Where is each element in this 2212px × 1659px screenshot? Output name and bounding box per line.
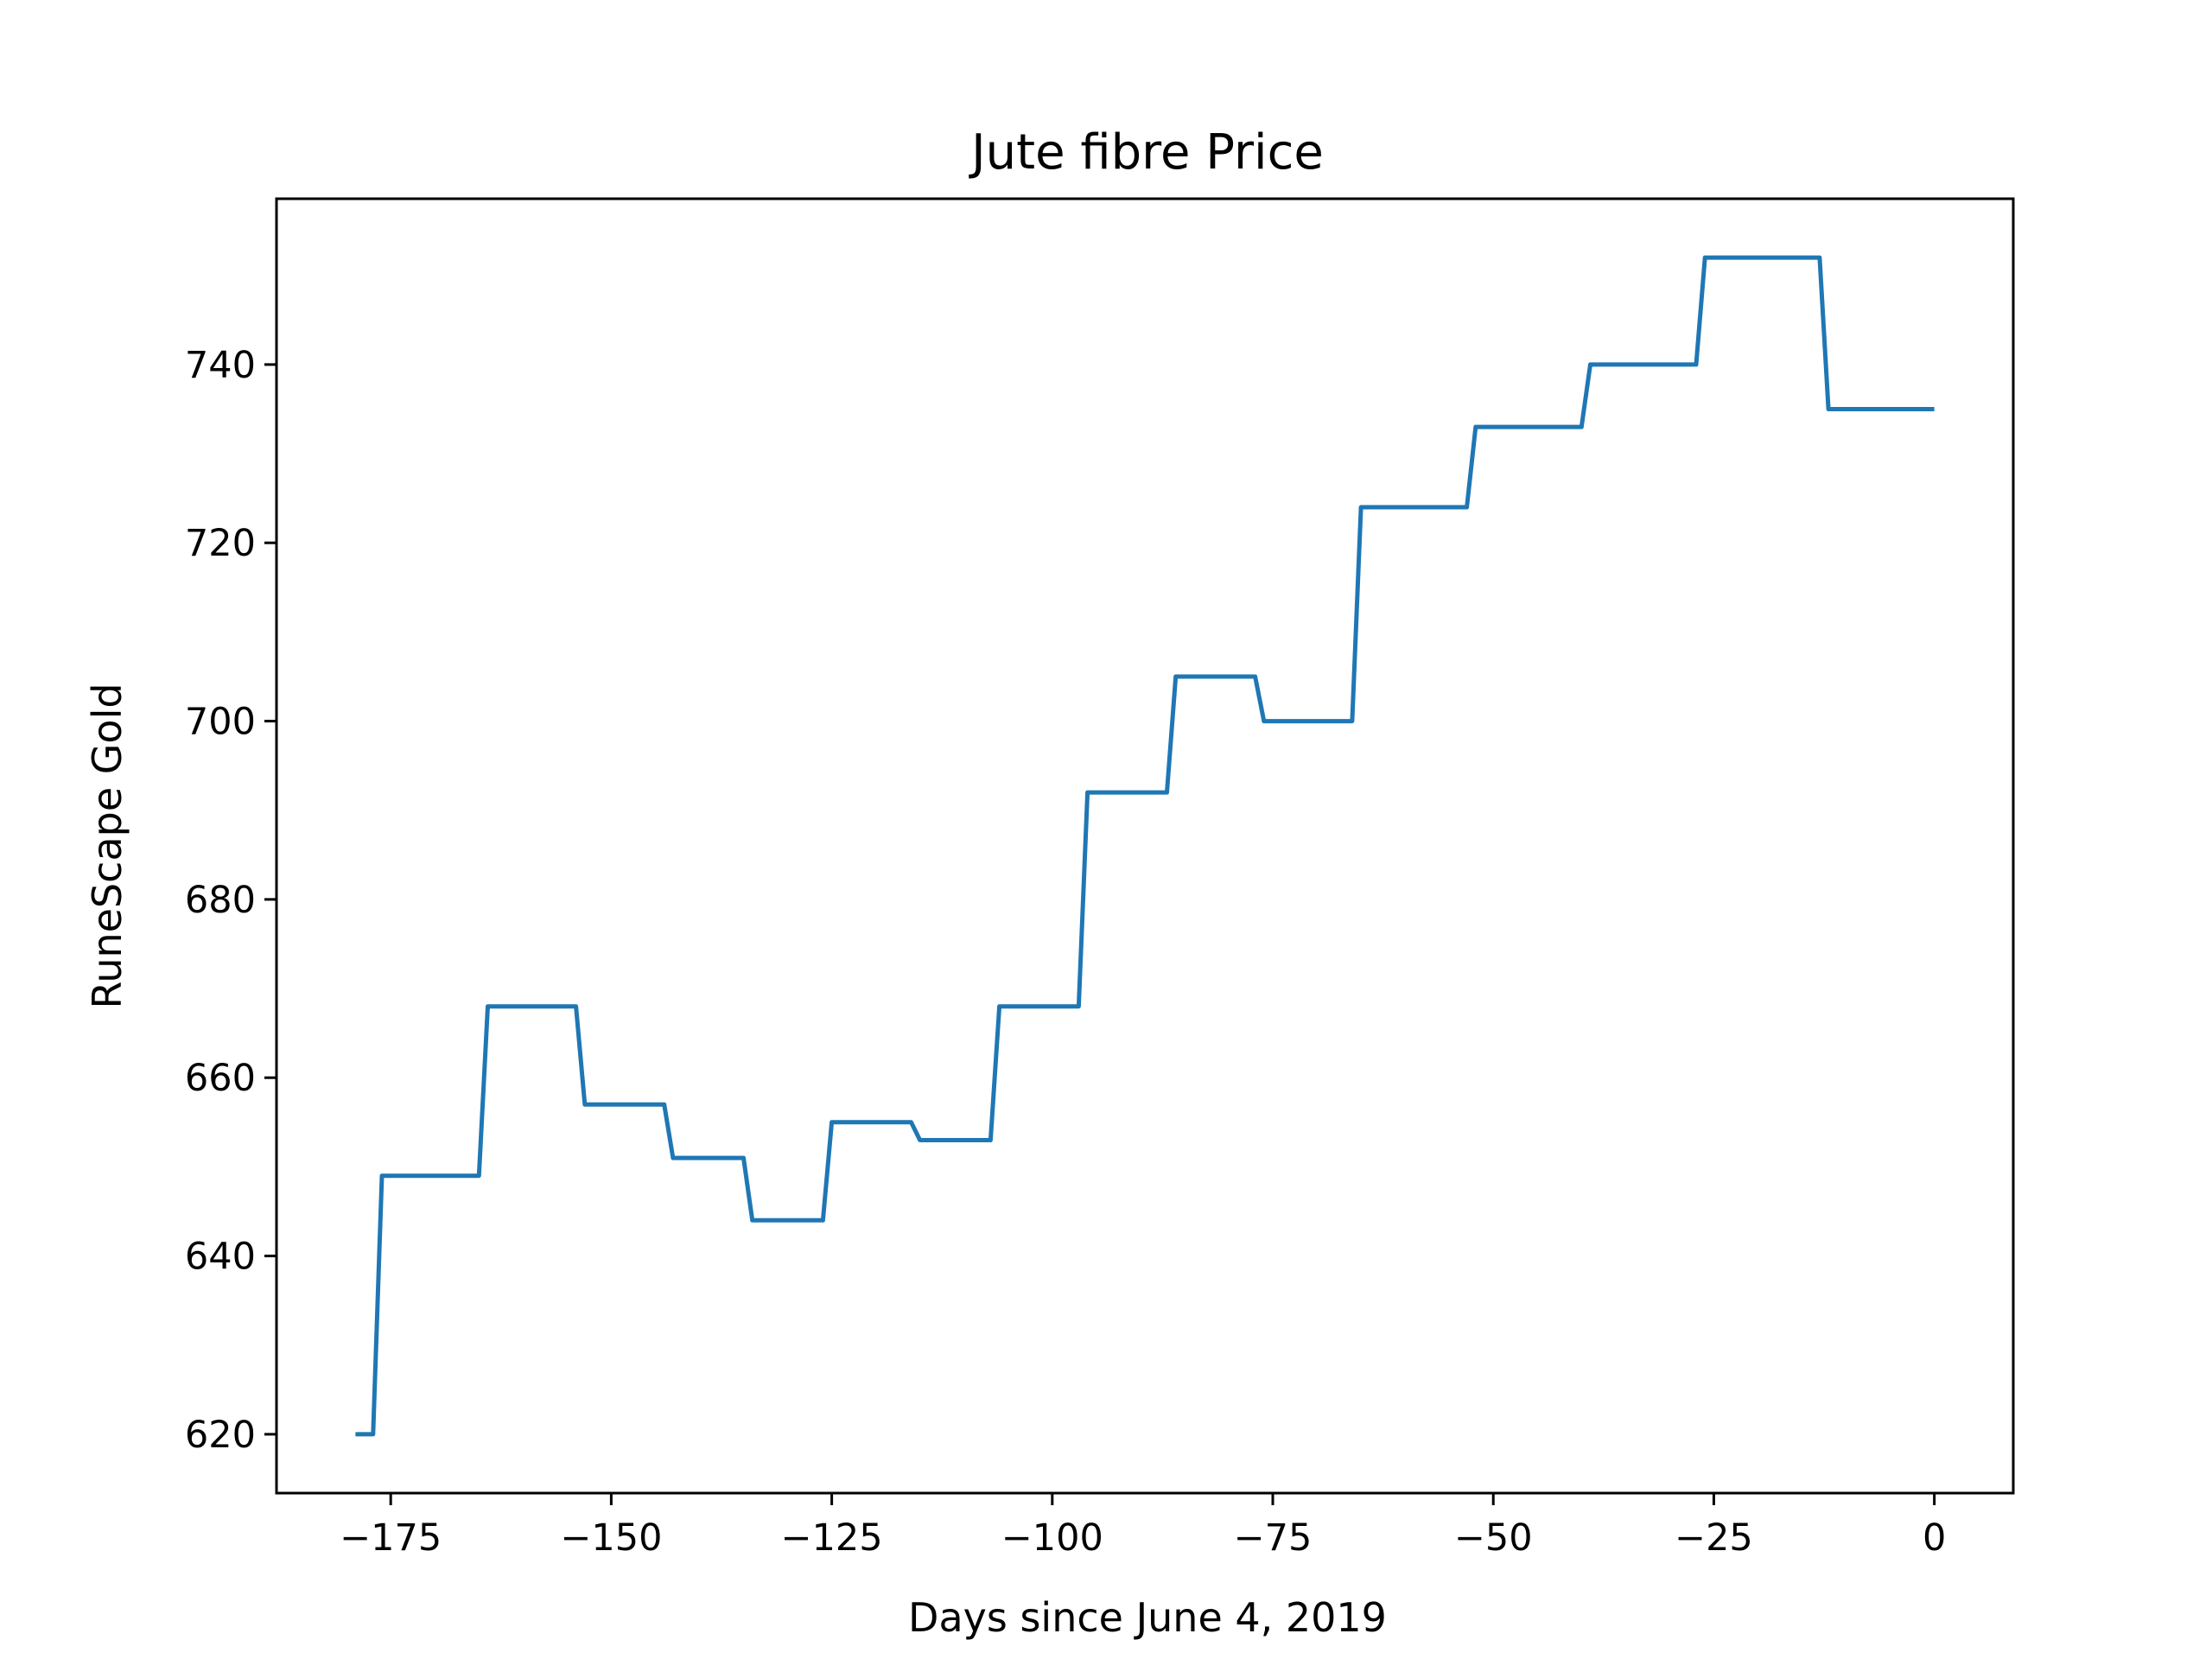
x-tick-label: −150	[560, 1516, 662, 1560]
y-tick-label: 660	[185, 1057, 256, 1100]
x-axis-ticks: −175 −150 −125 −100 −75 −50 −25 0	[340, 1493, 1946, 1560]
y-tick-label: 620	[185, 1414, 256, 1457]
y-tick-label: 740	[185, 344, 256, 387]
y-axis-ticks: 620 640 660 680 700 720 740	[185, 344, 276, 1457]
y-axis-label: RuneScape Gold	[84, 683, 130, 1008]
x-tick-label: −175	[340, 1516, 442, 1560]
x-tick-label: −25	[1675, 1516, 1753, 1560]
y-tick-label: 720	[185, 522, 256, 565]
y-tick-label: 640	[185, 1236, 256, 1279]
plot-area	[355, 255, 1935, 1437]
axes-frame	[275, 197, 2015, 1495]
x-tick-label: −100	[1001, 1516, 1103, 1560]
series-line-0	[355, 255, 1935, 1437]
x-tick-label: 0	[1923, 1516, 1946, 1560]
x-tick-label: −75	[1234, 1516, 1313, 1560]
x-tick-label: −125	[781, 1516, 883, 1560]
x-tick-label: −50	[1454, 1516, 1533, 1560]
y-tick-label: 700	[185, 701, 256, 744]
x-axis-label: Days since June 4, 2019	[908, 1594, 1387, 1641]
y-tick-label: 680	[185, 879, 256, 922]
chart-title: Jute fibre Price	[969, 124, 1324, 181]
